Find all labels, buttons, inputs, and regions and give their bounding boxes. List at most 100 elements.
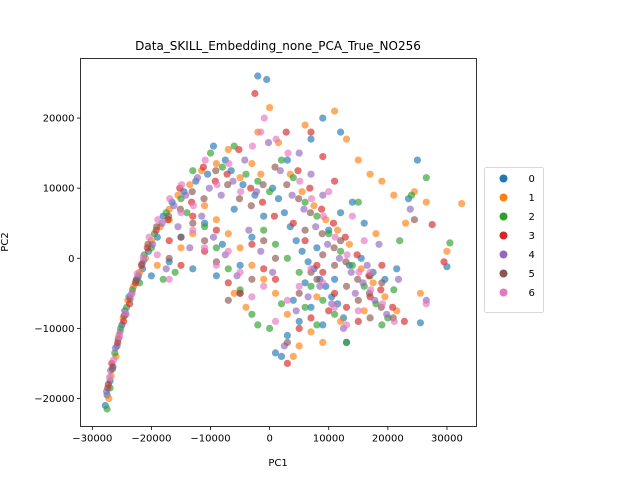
point-class-0	[298, 247, 306, 255]
point-class-6	[378, 300, 387, 308]
point-class-0	[239, 181, 247, 189]
point-class-3	[301, 237, 309, 245]
point-class-5	[306, 209, 314, 217]
point-class-5	[212, 167, 220, 175]
point-class-6	[154, 216, 162, 224]
point-class-2	[342, 338, 351, 346]
point-class-1	[271, 289, 280, 297]
point-class-6	[295, 282, 303, 290]
point-class-3	[319, 153, 327, 161]
point-class-4	[288, 191, 296, 199]
point-class-2	[206, 149, 215, 157]
point-class-6	[331, 303, 339, 311]
point-class-1	[307, 328, 315, 336]
point-class-1	[242, 303, 250, 311]
point-class-0	[319, 321, 327, 329]
point-class-5	[295, 195, 303, 203]
point-class-3	[289, 219, 297, 227]
point-class-1	[319, 338, 327, 346]
legend-label-2: 2	[529, 212, 535, 223]
point-class-6	[133, 270, 141, 278]
point-class-2	[301, 303, 309, 311]
point-class-5	[177, 233, 185, 241]
point-class-5	[224, 181, 232, 189]
point-class-2	[277, 156, 286, 164]
point-class-2	[407, 191, 416, 199]
point-class-2	[171, 268, 179, 276]
point-class-3	[270, 212, 278, 220]
point-class-1	[177, 244, 185, 252]
point-class-3	[165, 237, 173, 245]
point-class-3	[329, 219, 338, 227]
point-class-6	[354, 307, 362, 315]
point-class-6	[260, 114, 268, 122]
point-class-0	[209, 142, 218, 150]
point-class-5	[319, 251, 327, 259]
point-class-4	[162, 265, 170, 273]
point-class-6	[236, 268, 244, 276]
point-class-0	[274, 195, 283, 203]
point-class-1	[153, 261, 161, 269]
point-class-5	[144, 240, 152, 248]
point-class-4	[295, 149, 303, 157]
x-tick-label: 10000	[313, 434, 345, 445]
point-class-5	[235, 195, 244, 203]
point-class-1	[334, 226, 342, 234]
x-tick-label: −10000	[190, 434, 230, 445]
point-class-2	[218, 163, 226, 171]
point-class-0	[248, 233, 256, 241]
point-class-4	[174, 223, 182, 231]
point-class-1	[266, 104, 274, 112]
point-class-4	[264, 139, 273, 147]
point-class-2	[337, 247, 345, 255]
point-class-1	[369, 279, 377, 287]
point-class-0	[204, 170, 212, 178]
point-class-5	[153, 223, 161, 231]
point-class-5	[236, 289, 244, 297]
point-class-3	[177, 261, 185, 269]
point-class-3	[440, 258, 448, 266]
point-class-5	[330, 244, 338, 252]
point-class-6	[224, 247, 232, 255]
point-class-2	[325, 230, 333, 238]
point-class-6	[257, 128, 265, 136]
point-class-6	[248, 142, 257, 150]
point-class-5	[342, 282, 351, 290]
point-class-1	[224, 230, 232, 238]
point-class-6	[110, 356, 118, 364]
point-class-5	[342, 258, 350, 266]
point-class-4	[205, 184, 213, 192]
point-class-6	[283, 296, 291, 304]
point-class-5	[248, 275, 256, 283]
point-class-6	[212, 261, 220, 269]
point-class-5	[301, 226, 309, 234]
point-class-1	[366, 170, 374, 178]
point-class-5	[295, 289, 303, 297]
point-class-4	[335, 254, 343, 262]
point-class-4	[217, 191, 225, 199]
point-class-6	[139, 253, 147, 261]
point-class-3	[325, 307, 333, 315]
point-class-5	[200, 195, 208, 203]
point-class-6	[121, 309, 129, 317]
point-class-6	[390, 317, 398, 325]
point-class-6	[296, 177, 304, 185]
point-class-0	[271, 349, 280, 357]
point-class-2	[283, 254, 291, 262]
point-class-3	[306, 184, 314, 192]
point-class-5	[260, 237, 268, 245]
x-tick-label: 0	[266, 434, 272, 445]
point-class-1	[301, 121, 309, 129]
point-class-6	[272, 135, 280, 143]
point-class-0	[360, 219, 368, 227]
point-class-5	[138, 260, 146, 268]
point-class-2	[390, 286, 398, 294]
point-class-5	[337, 237, 345, 245]
point-class-1	[360, 307, 368, 315]
point-class-1	[230, 289, 238, 297]
point-class-0	[304, 258, 312, 266]
point-class-1	[378, 177, 386, 185]
point-class-6	[307, 265, 315, 273]
point-class-3	[271, 275, 280, 283]
point-class-4	[209, 233, 218, 241]
